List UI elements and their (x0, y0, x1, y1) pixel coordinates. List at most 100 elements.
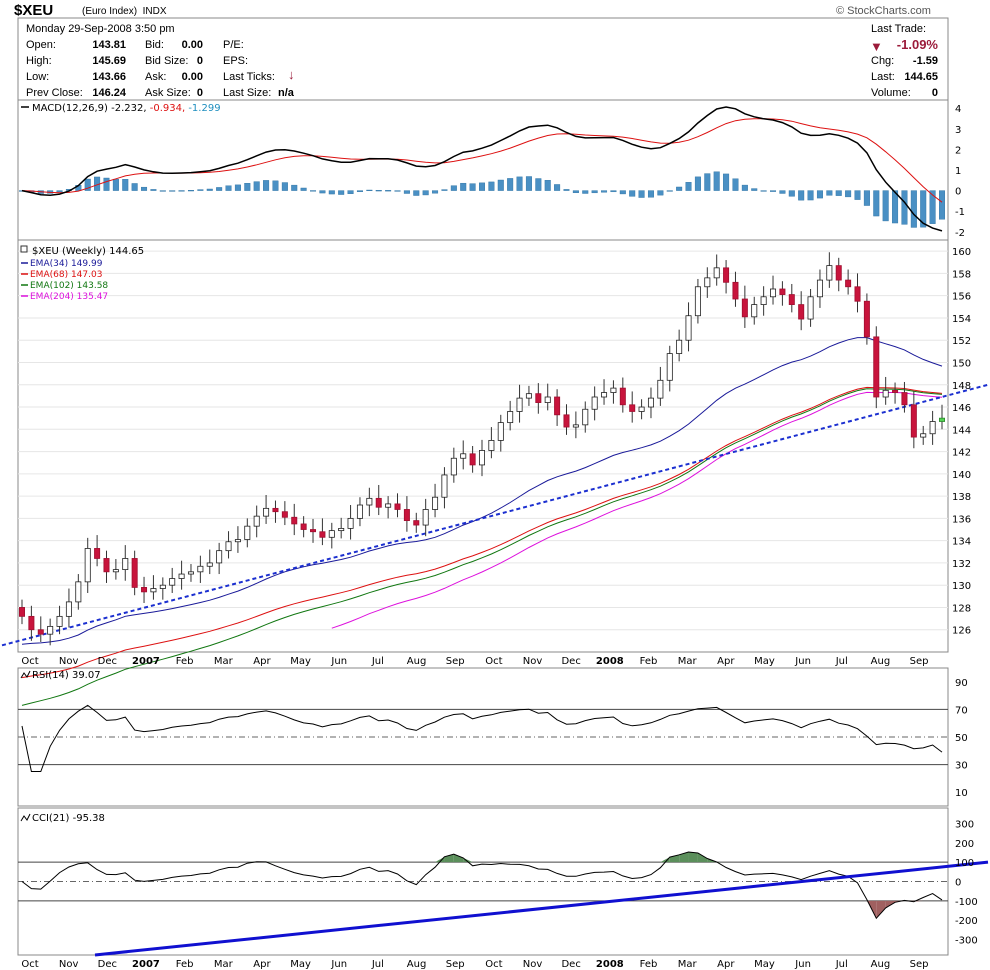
macd-histogram-bar (901, 190, 908, 225)
x-label-price: Feb (176, 656, 194, 667)
macd-histogram-bar (197, 189, 204, 191)
macd-histogram-bar (187, 190, 194, 192)
x-label-bottom: 2008 (596, 959, 624, 970)
x-label-price: 2008 (596, 656, 624, 667)
quote-date: Monday 29-Sep-2008 3:50 pm (26, 23, 175, 35)
high-value: 145.69 (92, 55, 126, 67)
candle-body (310, 529, 317, 533)
last-size-value: n/a (278, 87, 294, 99)
x-label-bottom: Apr (253, 959, 271, 970)
macd-histogram-bar (403, 190, 410, 194)
bid-size-value: 0 (196, 55, 203, 67)
candle-body (873, 336, 880, 398)
x-label-price: Feb (640, 656, 658, 667)
x-label-price: 2007 (132, 656, 160, 667)
x-label-bottom: Oct (21, 959, 38, 970)
prev-close-value: 146.24 (92, 87, 126, 99)
bid-size-label: Bid Size: (145, 55, 189, 67)
x-label-bottom: Sep (446, 959, 465, 970)
candle-body (178, 573, 185, 579)
macd-histogram-bar (647, 190, 654, 198)
x-label-bottom: Dec (98, 959, 117, 970)
candle-body (760, 296, 767, 305)
x-label-price: Aug (407, 656, 427, 667)
candle-body (854, 286, 861, 302)
macd-histogram-bar (591, 190, 598, 194)
macd-histogram-bar (291, 184, 298, 191)
macd-histogram-bar (863, 190, 870, 206)
x-label-bottom: Nov (523, 959, 543, 970)
down-triangle-icon: ▼ (870, 39, 883, 54)
candle-body (676, 339, 683, 354)
macd-histogram-bar (760, 190, 767, 192)
macd-histogram-bar (704, 173, 711, 191)
x-label-price: Dec (98, 656, 117, 667)
candle-body (403, 509, 410, 522)
candle-body (863, 300, 870, 338)
cci-fill-area (435, 856, 445, 863)
x-label-bottom: Jul (371, 959, 384, 970)
cci-fill-area (660, 857, 670, 863)
x-label-bottom: Dec (561, 959, 580, 970)
x-label-bottom: Mar (214, 959, 234, 970)
price-tick-label: 128 (952, 603, 971, 614)
x-label-price: Nov (523, 656, 543, 667)
candle-body (338, 528, 345, 532)
macd-histogram-bar (122, 179, 129, 191)
price-trendline (1, 383, 989, 647)
candle-body (225, 541, 232, 552)
candle-body (131, 558, 138, 588)
candle-body (939, 417, 946, 422)
down-arrow-icon: ↓ (288, 67, 295, 82)
x-label-bottom: May (290, 959, 311, 970)
cci-trendline (94, 860, 989, 957)
price-tick-label: 150 (952, 358, 971, 369)
macd-panel-frame (17, 99, 949, 241)
cci-line (21, 851, 943, 920)
macd-histogram-bar (713, 171, 720, 191)
candle-body (244, 525, 251, 540)
candle-body (141, 587, 148, 593)
macd-histogram-bar (112, 178, 119, 191)
candle-body (770, 288, 777, 298)
macd-line (21, 106, 943, 232)
candle-body (741, 298, 748, 318)
candle-body (610, 387, 617, 393)
candle-body (394, 503, 401, 510)
candle-body (460, 453, 467, 459)
x-label-price: Mar (214, 656, 234, 667)
last-value: 144.65 (904, 71, 938, 83)
macd-histogram-bar (610, 190, 617, 193)
ema34-line (21, 337, 943, 645)
macd-histogram-bar (310, 190, 317, 192)
candle-body (422, 509, 429, 526)
macd-histogram-bar (554, 184, 561, 191)
macd-histogram-bar (854, 190, 861, 200)
macd-histogram-bar (563, 189, 570, 191)
candle-body (47, 625, 54, 635)
x-label-bottom: Jun (330, 959, 347, 970)
last-ticks-label: Last Ticks: (223, 71, 275, 83)
macd-histogram-bar (601, 190, 608, 193)
x-label-price: Jul (371, 656, 384, 667)
volume-value: 0 (931, 87, 938, 99)
macd-tick-label: 1 (955, 166, 961, 177)
candle-body (751, 304, 758, 318)
macd-histogram-bar (882, 190, 889, 222)
x-label-price: Nov (59, 656, 79, 667)
open-label: Open: (26, 39, 56, 51)
macd-histogram-bar (535, 178, 542, 191)
candle-body (657, 379, 664, 399)
x-label-bottom: Jun (794, 959, 811, 970)
candle-body (601, 392, 608, 398)
macd-histogram-bar (366, 189, 373, 192)
macd-histogram-bar (507, 178, 514, 191)
candle-body (216, 550, 223, 564)
macd-panel-label: MACD(12,26,9) -2.232, -0.934, -1.299 (32, 103, 221, 114)
candle-body (319, 531, 326, 538)
macd-histogram-bar (779, 190, 786, 194)
open-value: 143.81 (92, 39, 126, 51)
candle-body (56, 615, 63, 627)
candle-body (75, 581, 82, 603)
macd-histogram-bar (263, 180, 270, 191)
